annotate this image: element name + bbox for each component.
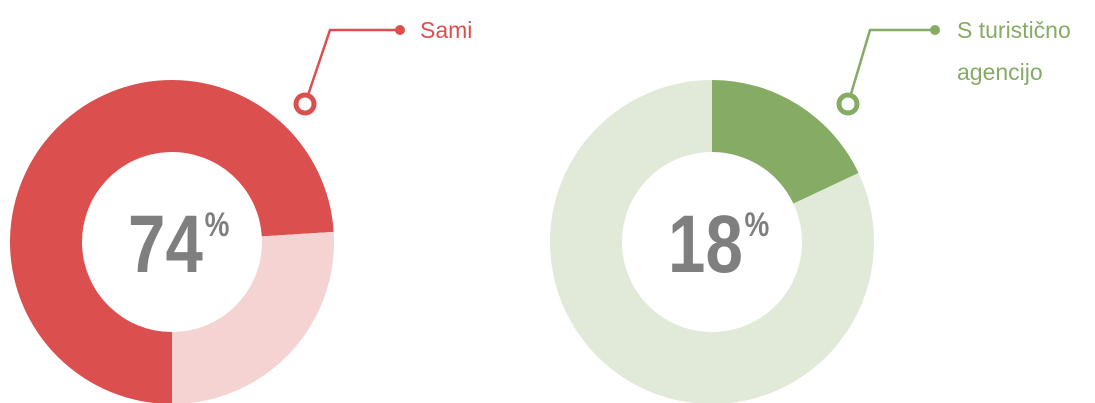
donut-segment xyxy=(712,80,859,204)
callout-ring xyxy=(836,92,860,116)
callout-dot xyxy=(930,25,940,35)
donut-segment xyxy=(172,231,334,403)
callout-ring xyxy=(293,92,317,116)
center-label: 74% xyxy=(128,198,229,290)
callout-dot xyxy=(395,25,405,35)
callout-line xyxy=(303,28,400,105)
legend-label: S turistično agencijo xyxy=(957,17,1071,85)
callout-line xyxy=(846,28,935,105)
donut-segment xyxy=(10,80,334,403)
center-label: 18% xyxy=(668,198,769,290)
center-unit: % xyxy=(744,205,769,243)
donut-segment xyxy=(550,80,874,403)
center-value: 18 xyxy=(668,198,743,290)
center-unit: % xyxy=(205,205,230,243)
legend-label: Sami xyxy=(420,17,473,43)
center-value: 74 xyxy=(128,198,203,290)
